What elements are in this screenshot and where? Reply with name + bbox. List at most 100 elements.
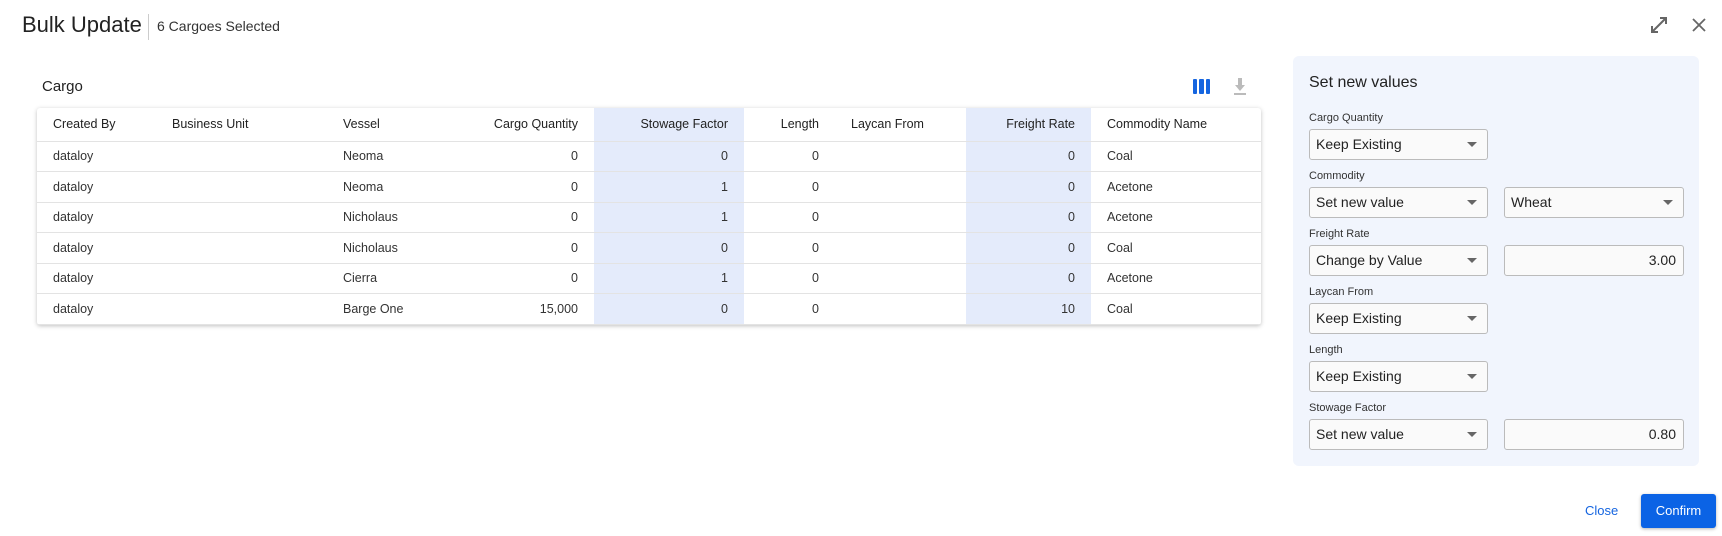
table-cell: 0 <box>440 263 594 294</box>
table-cell: 0 <box>966 171 1091 203</box>
table-cell <box>835 171 966 203</box>
stowage-factor-mode-select[interactable]: Set new value <box>1309 419 1488 450</box>
table-cell <box>156 141 327 172</box>
table-cell: 0 <box>966 202 1091 233</box>
table-row[interactable]: dataloy Nicholaus 0 1 0 0 Acetone <box>37 202 1261 233</box>
table-cell: 0 <box>594 232 744 264</box>
table-row[interactable]: dataloy Neoma 0 0 0 0 Coal <box>37 141 1261 172</box>
table-cell: dataloy <box>37 263 156 294</box>
table-row[interactable]: dataloy Neoma 0 1 0 0 Acetone <box>37 171 1261 203</box>
confirm-button[interactable]: Confirm <box>1641 494 1716 528</box>
dialog-title: Bulk Update <box>22 12 142 37</box>
table-cell: 0 <box>966 232 1091 264</box>
table-cell: dataloy <box>37 202 156 233</box>
table-cell: 0 <box>440 141 594 172</box>
table-header-row: Created By Business Unit Vessel Cargo Quant… <box>37 108 1261 142</box>
table-cell: Coal <box>1091 293 1261 325</box>
table-cell <box>156 171 327 203</box>
select-value: Keep Existing <box>1316 136 1402 152</box>
dropdown-arrow-icon <box>1467 316 1477 321</box>
select-value: Set new value <box>1316 194 1404 210</box>
select-value: Set new value <box>1316 426 1404 442</box>
table-cell: 0 <box>744 171 835 203</box>
table-cell: 10 <box>966 293 1091 325</box>
table-cell: Barge One <box>327 293 440 325</box>
column-header[interactable]: Cargo Quantity <box>440 108 594 142</box>
table-cell: Cierra <box>327 263 440 294</box>
cargo-quantity-mode-select[interactable]: Keep Existing <box>1309 129 1488 160</box>
table-cell <box>835 202 966 233</box>
dropdown-arrow-icon <box>1663 200 1673 205</box>
table-cell: Acetone <box>1091 171 1261 203</box>
table-cell: 0 <box>744 141 835 172</box>
divider <box>148 14 149 40</box>
table-cell: 15,000 <box>440 293 594 325</box>
column-header[interactable]: Created By <box>37 108 156 142</box>
table-cell: Nicholaus <box>327 232 440 264</box>
table-cell: Acetone <box>1091 263 1261 294</box>
column-header[interactable]: Commodity Name <box>1091 108 1261 142</box>
table-cell: 0 <box>744 263 835 294</box>
freight-rate-label: Freight Rate <box>1309 228 1370 240</box>
freight-rate-input[interactable]: 3.00 <box>1504 245 1684 276</box>
stowage-factor-input[interactable]: 0.80 <box>1504 419 1684 450</box>
laycan-from-label: Laycan From <box>1309 286 1374 298</box>
table-cell <box>156 202 327 233</box>
select-value: Keep Existing <box>1316 310 1402 326</box>
table-cell <box>156 263 327 294</box>
dropdown-arrow-icon <box>1467 142 1477 147</box>
close-button[interactable]: Close <box>1585 503 1619 518</box>
table-cell: Coal <box>1091 232 1261 264</box>
column-header[interactable]: Vessel <box>327 108 440 142</box>
column-header[interactable]: Business Unit <box>156 108 327 142</box>
table-cell: Neoma <box>327 171 440 203</box>
commodity-label: Commodity <box>1309 170 1365 182</box>
close-icon[interactable] <box>1688 14 1710 36</box>
table-cell: Coal <box>1091 141 1261 172</box>
cargo-table: Created By Business Unit Vessel Cargo Quant… <box>37 108 1261 325</box>
table-cell: dataloy <box>37 293 156 325</box>
table-cell: 0 <box>440 232 594 264</box>
table-cell <box>835 263 966 294</box>
table-cell: 0 <box>966 263 1091 294</box>
table-cell: Acetone <box>1091 202 1261 233</box>
cargo-section-title: Cargo <box>42 78 83 95</box>
cargo-quantity-label: Cargo Quantity <box>1309 112 1383 124</box>
stowage-factor-label: Stowage Factor <box>1309 402 1387 414</box>
table-cell: 0 <box>594 141 744 172</box>
table-row[interactable]: dataloy Nicholaus 0 0 0 0 Coal <box>37 232 1261 264</box>
table-cell: dataloy <box>37 171 156 203</box>
table-cell: 1 <box>594 202 744 233</box>
table-cell: Neoma <box>327 141 440 172</box>
laycan-from-mode-select[interactable]: Keep Existing <box>1309 303 1488 334</box>
length-label: Length <box>1309 344 1343 356</box>
dropdown-arrow-icon <box>1467 200 1477 205</box>
column-header[interactable]: Length <box>744 108 835 142</box>
commodity-mode-select[interactable]: Set new value <box>1309 187 1488 218</box>
length-mode-select[interactable]: Keep Existing <box>1309 361 1488 392</box>
columns-icon[interactable] <box>1193 79 1210 94</box>
table-cell: 0 <box>744 293 835 325</box>
table-cell: 1 <box>594 171 744 203</box>
table-cell: 0 <box>440 171 594 203</box>
set-new-values-panel: Set new values Cargo Quantity Keep Exist… <box>1293 56 1699 466</box>
table-cell: 0 <box>966 141 1091 172</box>
freight-rate-mode-select[interactable]: Change by Value <box>1309 245 1488 276</box>
commodity-value-select[interactable]: Wheat <box>1504 187 1684 218</box>
column-header[interactable]: Freight Rate <box>966 108 1091 142</box>
table-row[interactable]: dataloy Barge One 15,000 0 0 10 Coal <box>37 293 1261 325</box>
expand-icon[interactable] <box>1648 14 1670 36</box>
table-cell <box>156 232 327 264</box>
download-icon[interactable] <box>1232 77 1248 95</box>
select-value: Change by Value <box>1316 252 1423 268</box>
table-cell: 0 <box>744 202 835 233</box>
table-cell <box>835 293 966 325</box>
table-cell: Nicholaus <box>327 202 440 233</box>
table-cell: 0 <box>744 232 835 264</box>
select-value: Keep Existing <box>1316 368 1402 384</box>
dropdown-arrow-icon <box>1467 432 1477 437</box>
column-header[interactable]: Stowage Factor <box>594 108 744 142</box>
column-header[interactable]: Laycan From <box>835 108 966 142</box>
table-row[interactable]: dataloy Cierra 0 1 0 0 Acetone <box>37 263 1261 294</box>
table-cell: 0 <box>440 202 594 233</box>
